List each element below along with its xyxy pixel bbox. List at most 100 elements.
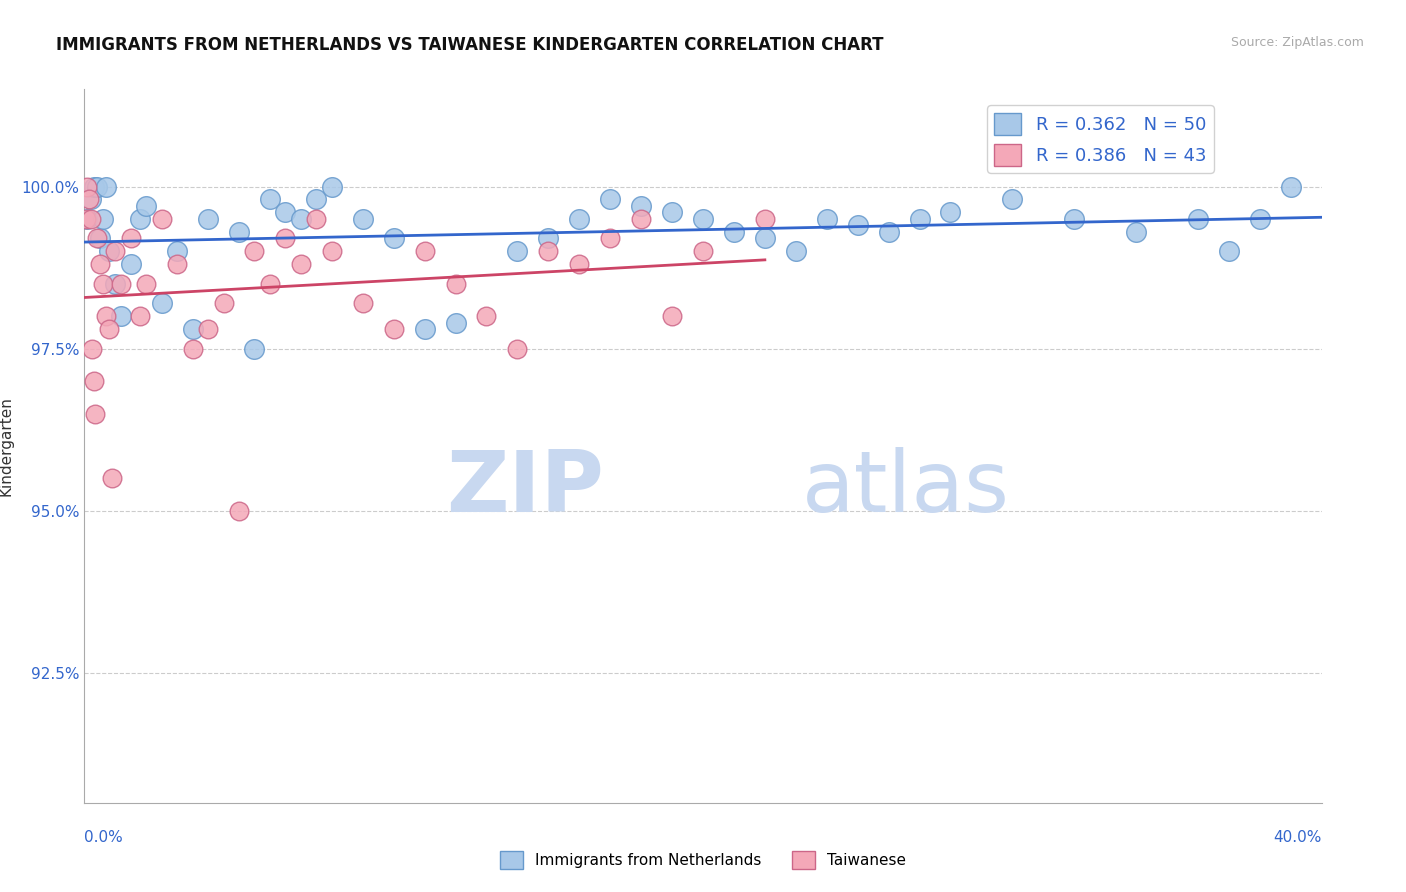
Point xyxy=(150,211,173,226)
Point xyxy=(274,231,297,245)
Point xyxy=(599,193,621,207)
Point xyxy=(630,211,652,226)
Point xyxy=(1249,211,1271,226)
Text: 0.0%: 0.0% xyxy=(84,830,124,845)
Point xyxy=(321,179,343,194)
Point xyxy=(568,211,591,226)
Point xyxy=(568,257,591,271)
Point xyxy=(661,310,683,324)
Point xyxy=(104,244,127,259)
Point xyxy=(89,231,111,245)
Point xyxy=(413,244,436,259)
Point xyxy=(166,257,188,271)
Text: IMMIGRANTS FROM NETHERLANDS VS TAIWANESE KINDERGARTEN CORRELATION CHART: IMMIGRANTS FROM NETHERLANDS VS TAIWANESE… xyxy=(56,36,884,54)
Point xyxy=(537,231,560,245)
Point xyxy=(1001,193,1024,207)
Point xyxy=(321,244,343,259)
Point xyxy=(305,211,328,226)
Point xyxy=(290,211,312,226)
Point xyxy=(908,211,931,226)
Point xyxy=(352,211,374,226)
Point xyxy=(86,231,108,245)
Point xyxy=(84,407,107,421)
Point xyxy=(537,244,560,259)
Point xyxy=(243,244,266,259)
Point xyxy=(98,322,121,336)
Point xyxy=(79,193,101,207)
Point xyxy=(86,179,108,194)
Point xyxy=(120,257,142,271)
Point xyxy=(129,310,152,324)
Point xyxy=(77,193,100,207)
Point xyxy=(382,231,405,245)
Point xyxy=(692,244,714,259)
Point xyxy=(939,205,962,219)
Point xyxy=(754,231,776,245)
Point xyxy=(83,179,105,194)
Point xyxy=(89,257,111,271)
Point xyxy=(352,296,374,310)
Text: ZIP: ZIP xyxy=(446,447,605,531)
Point xyxy=(135,199,157,213)
Point xyxy=(815,211,838,226)
Y-axis label: Kindergarten: Kindergarten xyxy=(0,396,13,496)
Point xyxy=(79,211,101,226)
Point xyxy=(110,310,132,324)
Point xyxy=(75,211,97,226)
Legend: R = 0.362   N = 50, R = 0.386   N = 43: R = 0.362 N = 50, R = 0.386 N = 43 xyxy=(987,105,1213,173)
Point xyxy=(76,211,98,226)
Point xyxy=(290,257,312,271)
Point xyxy=(1063,211,1085,226)
Point xyxy=(692,211,714,226)
Point xyxy=(120,231,142,245)
Point xyxy=(630,199,652,213)
Point xyxy=(1187,211,1209,226)
Point xyxy=(82,342,104,356)
Point xyxy=(212,296,235,310)
Point xyxy=(129,211,152,226)
Point xyxy=(475,310,498,324)
Text: atlas: atlas xyxy=(801,447,1010,531)
Point xyxy=(506,342,529,356)
Point xyxy=(1279,179,1302,194)
Point xyxy=(91,277,114,291)
Point xyxy=(104,277,127,291)
Point xyxy=(98,244,121,259)
Point xyxy=(846,219,869,233)
Point xyxy=(166,244,188,259)
Point xyxy=(1218,244,1240,259)
Point xyxy=(197,211,219,226)
Point xyxy=(83,374,105,388)
Point xyxy=(723,225,745,239)
Point xyxy=(305,193,328,207)
Point xyxy=(785,244,807,259)
Point xyxy=(243,342,266,356)
Point xyxy=(382,322,405,336)
Point xyxy=(444,277,467,291)
Point xyxy=(150,296,173,310)
Point xyxy=(197,322,219,336)
Point xyxy=(1125,225,1147,239)
Point xyxy=(506,244,529,259)
Text: 40.0%: 40.0% xyxy=(1274,830,1322,845)
Point xyxy=(228,504,250,518)
Point xyxy=(110,277,132,291)
Point xyxy=(94,310,117,324)
Point xyxy=(259,277,281,291)
Point xyxy=(91,211,114,226)
Point xyxy=(76,179,98,194)
Point xyxy=(274,205,297,219)
Point xyxy=(94,179,117,194)
Point xyxy=(599,231,621,245)
Legend: Immigrants from Netherlands, Taiwanese: Immigrants from Netherlands, Taiwanese xyxy=(494,845,912,875)
Point xyxy=(413,322,436,336)
Point xyxy=(877,225,900,239)
Point xyxy=(259,193,281,207)
Point xyxy=(444,316,467,330)
Point xyxy=(754,211,776,226)
Point xyxy=(181,342,204,356)
Point xyxy=(661,205,683,219)
Point xyxy=(181,322,204,336)
Text: Source: ZipAtlas.com: Source: ZipAtlas.com xyxy=(1230,36,1364,49)
Point xyxy=(135,277,157,291)
